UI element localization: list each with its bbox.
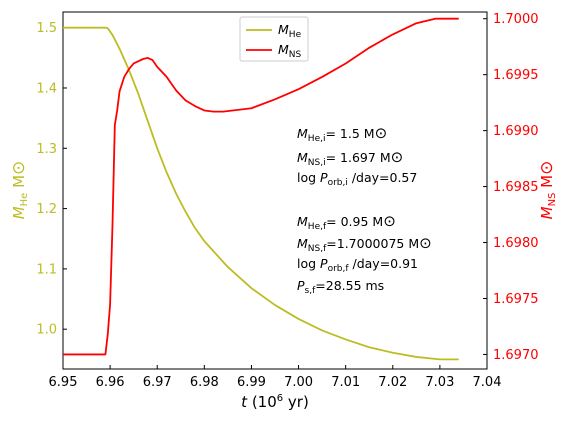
y-left-tick-label: 1.5 xyxy=(36,21,57,36)
series-layer xyxy=(63,17,459,361)
x-tick-label: 6.98 xyxy=(190,375,219,390)
x-tick-label: 7.00 xyxy=(284,375,313,390)
annotation-ps-final: Ps,f=28.55 ms xyxy=(297,278,384,296)
y-left-axis-label: MHe M⊙ xyxy=(9,161,30,220)
y-right-axis-label: MNS M⊙ xyxy=(537,161,558,220)
plot-frame xyxy=(62,11,488,370)
legend-label-ns: MNS xyxy=(278,42,302,60)
x-ticks: 6.95 6.96 6.97 6.98 6.99 7.00 7.01 7.02 7.03 7.04 xyxy=(49,365,502,390)
y-right-tick-label: 1.6980 xyxy=(493,236,539,251)
series-line-mhe xyxy=(63,26,459,361)
y-left-tick-label: 1.2 xyxy=(36,202,57,217)
x-tick-label: 6.95 xyxy=(49,375,78,390)
x-tick-label: 6.97 xyxy=(143,375,172,390)
y-left-tick-label: 1.1 xyxy=(36,262,57,277)
y-right-tick-label: 1.6995 xyxy=(493,68,539,83)
legend-label-he: MHe xyxy=(278,22,302,40)
annotation-final: MHe,f= 0.95 M⊙ MNS,f=1.7000075 M⊙ log Po… xyxy=(297,212,432,296)
y-left-tick-label: 1.4 xyxy=(36,81,57,96)
series-line-mns xyxy=(63,17,459,356)
y-right-tick-label: 1.6975 xyxy=(493,292,539,307)
y-right-tick-label: 1.6970 xyxy=(493,348,539,363)
annotation-porb-final: log Porb,f /day=0.91 xyxy=(297,256,418,274)
y-left-tick-label: 1.3 xyxy=(36,142,57,157)
y-left-tick-label: 1.0 xyxy=(36,323,57,338)
x-axis-label: t (106 yr) xyxy=(241,393,309,411)
y-left-ticks: 1.0 1.1 1.2 1.3 1.4 1.5 xyxy=(36,21,67,338)
x-tick-label: 7.02 xyxy=(378,375,407,390)
y-right-ticks: 1.6970 1.6975 1.6980 1.6985 1.6990 1.6995 1.70… xyxy=(483,12,539,363)
x-tick-label: 6.96 xyxy=(96,375,125,390)
x-tick-label: 7.04 xyxy=(473,375,502,390)
y-right-tick-label: 1.6990 xyxy=(493,124,539,139)
annotation-mns-initial: MNS,i= 1.697 M⊙ xyxy=(297,148,403,168)
x-tick-label: 7.01 xyxy=(331,375,360,390)
annotation-mhe-initial: MHe,i= 1.5 M⊙ xyxy=(297,124,387,144)
annotation-initial: MHe,i= 1.5 M⊙ MNS,i= 1.697 M⊙ log Porb,i… xyxy=(297,124,417,188)
annotation-mns-final: MNS,f=1.7000075 M⊙ xyxy=(297,234,432,254)
annotation-mhe-final: MHe,f= 0.95 M⊙ xyxy=(297,212,396,232)
x-tick-label: 7.03 xyxy=(425,375,454,390)
legend: MHe MNS xyxy=(239,16,309,62)
annotation-porb-initial: log Porb,i /day=0.57 xyxy=(297,170,417,188)
y-right-tick-label: 1.6985 xyxy=(493,180,539,195)
x-tick-label: 6.99 xyxy=(237,375,266,390)
y-right-tick-label: 1.7000 xyxy=(493,12,539,27)
